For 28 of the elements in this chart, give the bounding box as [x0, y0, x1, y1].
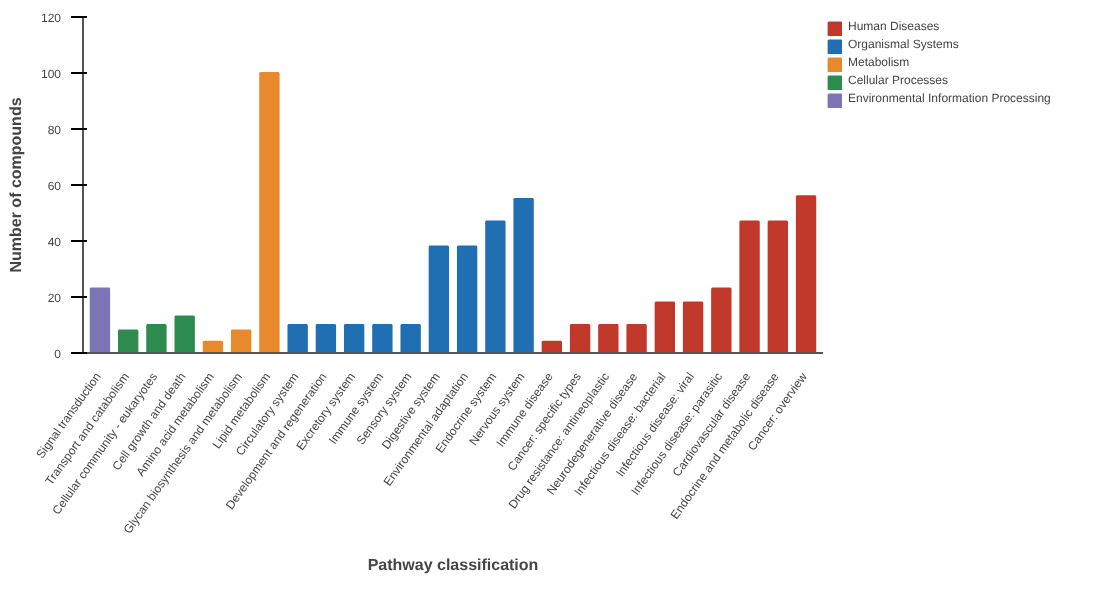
bar — [767, 220, 788, 353]
bar — [739, 220, 760, 353]
bar — [174, 315, 195, 353]
bar — [541, 340, 563, 353]
bar — [202, 340, 224, 353]
bar — [456, 245, 478, 353]
bar — [343, 324, 365, 353]
bar — [569, 324, 591, 353]
bar — [146, 324, 167, 353]
y-axis-title: Number of compounds — [6, 96, 25, 273]
bar — [230, 329, 252, 353]
bar — [118, 329, 139, 353]
bar — [259, 72, 280, 353]
bar — [654, 301, 676, 353]
bar — [598, 324, 619, 353]
bar — [372, 324, 393, 353]
bar — [626, 324, 647, 353]
bar — [89, 287, 111, 353]
x-axis-title: Pathway classification — [367, 556, 539, 575]
bar — [682, 301, 704, 353]
bar — [315, 324, 337, 353]
bar — [711, 287, 732, 353]
bar — [485, 220, 506, 353]
bar — [428, 245, 450, 353]
bar — [513, 198, 534, 353]
bar — [400, 324, 421, 353]
bar — [795, 195, 817, 353]
bar — [287, 324, 308, 353]
